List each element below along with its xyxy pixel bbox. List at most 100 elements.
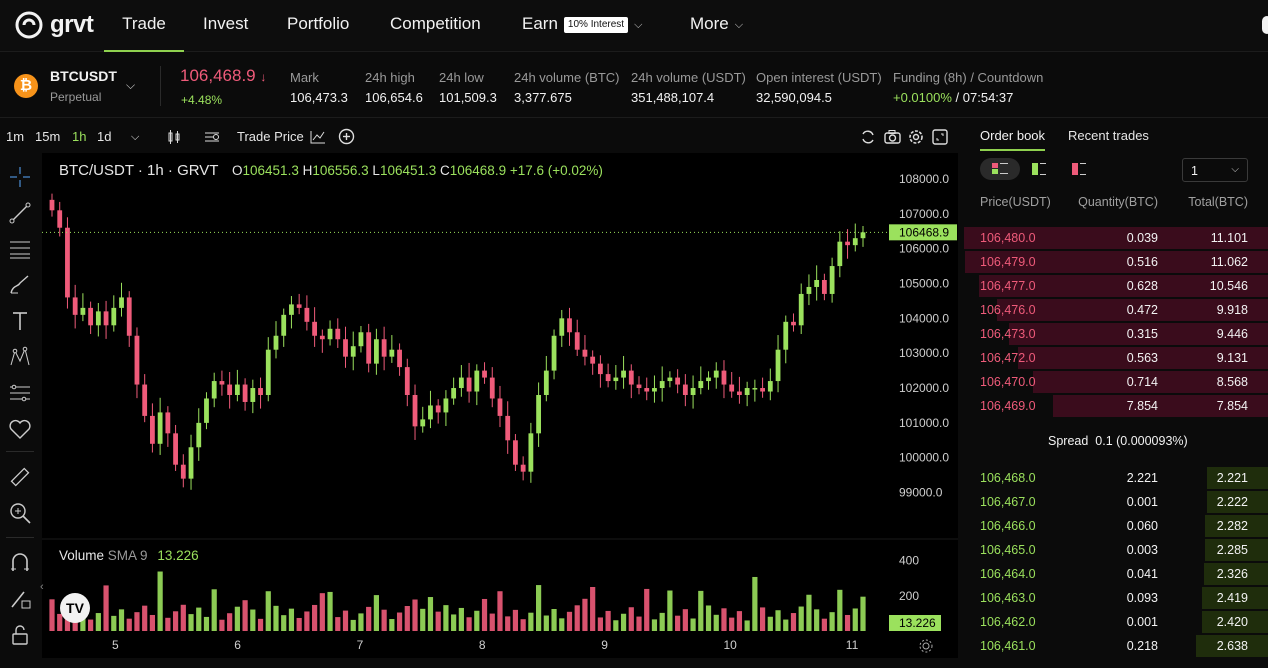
- bid-price: 106,467.0: [980, 495, 1036, 509]
- ask-row[interactable]: 106,480.0 0.039 11.101: [964, 226, 1268, 250]
- candle: [258, 388, 263, 395]
- pattern-icon[interactable]: [8, 345, 32, 369]
- nav-trade[interactable]: Trade: [104, 0, 184, 52]
- view-asks-button[interactable]: [1072, 163, 1086, 175]
- volume-bar: [165, 617, 171, 631]
- volume-bar: [644, 588, 650, 631]
- candle: [103, 311, 109, 326]
- volume-bar: [319, 593, 325, 631]
- depth-bar: [1009, 323, 1268, 345]
- bid-row[interactable]: 106,467.0 0.001 2.222: [964, 490, 1268, 514]
- tradingview-logo-icon[interactable]: TV: [60, 593, 90, 623]
- interval-1h[interactable]: 1h: [72, 129, 87, 144]
- nav-earn[interactable]: Earn 10% Interest ⌵: [522, 0, 642, 52]
- interval-1d[interactable]: 1d: [97, 129, 112, 144]
- crosshair-icon[interactable]: [8, 165, 32, 189]
- nav-more[interactable]: More ⌵: [690, 0, 743, 52]
- nav-competition[interactable]: Competition: [390, 14, 481, 33]
- tab-recent-trades[interactable]: Recent trades: [1068, 128, 1149, 143]
- candle: [652, 388, 657, 392]
- bid-row[interactable]: 106,465.0 0.003 2.285: [964, 538, 1268, 562]
- ask-row[interactable]: 106,469.0 7.854 7.854: [964, 394, 1268, 418]
- indicators-icon[interactable]: [204, 129, 220, 145]
- ask-price: 106,469.0: [980, 399, 1036, 413]
- brush-icon[interactable]: [8, 273, 32, 297]
- ask-row[interactable]: 106,479.0 0.516 11.062: [964, 250, 1268, 274]
- camera-icon[interactable]: [884, 129, 901, 145]
- volume-bar: [312, 604, 318, 631]
- symbol-dropdown-icon[interactable]: ⌵: [126, 78, 136, 92]
- candle: [397, 349, 402, 368]
- volume-bar: [474, 610, 480, 631]
- volume-bar: [806, 594, 812, 631]
- volume-bar: [389, 619, 395, 631]
- candle: [837, 241, 843, 267]
- candle: [358, 332, 364, 347]
- price-tick-label: 107000.0: [899, 207, 949, 221]
- bid-row[interactable]: 106,464.0 0.041 2.326: [964, 562, 1268, 586]
- text-icon[interactable]: [8, 309, 32, 333]
- profile-icon[interactable]: [1262, 16, 1268, 34]
- ask-row[interactable]: 106,472.0 0.563 9.131: [964, 346, 1268, 370]
- ask-row[interactable]: 106,476.0 0.472 9.918: [964, 298, 1268, 322]
- volume-bar: [203, 616, 210, 631]
- bid-total: 2.285: [1216, 543, 1248, 557]
- add-indicator-icon[interactable]: [338, 128, 355, 145]
- tab-order-book[interactable]: Order book: [980, 128, 1046, 151]
- price-chart[interactable]: 108000.0 107000.0 106000.0 105000.0 104000.0…: [40, 153, 958, 633]
- logo[interactable]: grvt: [14, 10, 94, 40]
- ask-row[interactable]: 106,473.0 0.315 9.446: [964, 322, 1268, 346]
- settings-icon[interactable]: [908, 129, 924, 145]
- collapse-arrow-icon[interactable]: ‹: [40, 581, 44, 593]
- volume-bar: [543, 615, 549, 631]
- zoom-icon[interactable]: [8, 501, 32, 525]
- drawing-toolbar: [0, 153, 40, 668]
- bid-qty: 2.221: [1126, 471, 1158, 485]
- interval-dropdown-icon[interactable]: ⌵: [131, 131, 140, 143]
- precision-select[interactable]: 1 ⌵: [1182, 158, 1248, 182]
- candle: [559, 318, 565, 336]
- stat-label: 24h low: [439, 70, 484, 85]
- heart-icon[interactable]: [8, 417, 32, 441]
- candle: [443, 398, 449, 413]
- volume-bar: [412, 599, 418, 631]
- ask-row[interactable]: 106,477.0 0.628 10.546: [964, 274, 1268, 298]
- view-both-button[interactable]: [980, 158, 1020, 180]
- lock-icon[interactable]: [8, 623, 32, 647]
- refresh-icon[interactable]: [860, 129, 876, 145]
- ruler-icon[interactable]: [8, 465, 32, 489]
- bid-row[interactable]: 106,463.0 0.093 2.419: [964, 586, 1268, 610]
- ask-qty: 0.516: [1126, 255, 1158, 269]
- magnet-icon[interactable]: [8, 551, 32, 575]
- interval-15m[interactable]: 15m: [35, 129, 61, 144]
- chart-line-icon[interactable]: [310, 129, 326, 145]
- bids-list: 106,468.0 2.221 2.221 106,467.0 0.001 2.222 10…: [964, 466, 1268, 658]
- candle: [296, 304, 302, 308]
- symbol-name[interactable]: BTCUSDT: [50, 68, 117, 84]
- candle: [767, 381, 773, 392]
- bid-price: 106,462.0: [980, 615, 1036, 629]
- horizontal-lines-icon[interactable]: [8, 237, 32, 261]
- time-tick-label: 6: [234, 638, 241, 652]
- bid-row[interactable]: 106,466.0 0.060 2.282: [964, 514, 1268, 538]
- bid-row[interactable]: 106,461.0 0.218 2.638: [964, 634, 1268, 658]
- prediction-icon[interactable]: [8, 381, 32, 405]
- trend-line-icon[interactable]: [8, 201, 32, 225]
- price-mode-button[interactable]: Trade Price: [237, 129, 304, 144]
- candle-type-icon[interactable]: [166, 129, 182, 145]
- view-bids-button[interactable]: [1032, 163, 1046, 175]
- ask-qty: 0.315: [1126, 327, 1158, 341]
- candle: [389, 349, 395, 357]
- candle: [319, 335, 325, 340]
- interval-1m[interactable]: 1m: [6, 129, 25, 144]
- nav-portfolio[interactable]: Portfolio: [287, 14, 350, 33]
- ask-row[interactable]: 106,470.0 0.714 8.568: [964, 370, 1268, 394]
- lock-pencil-icon[interactable]: [8, 587, 32, 611]
- fullscreen-icon[interactable]: [932, 129, 948, 145]
- bid-row[interactable]: 106,462.0 0.001 2.420: [964, 610, 1268, 634]
- candle: [729, 384, 735, 392]
- axis-settings-icon[interactable]: [918, 638, 934, 654]
- bid-row[interactable]: 106,468.0 2.221 2.221: [964, 466, 1268, 490]
- ohlc-legend: O106451.3 H106556.3 L106451.3 C106468.9 …: [232, 163, 603, 178]
- nav-invest[interactable]: Invest: [203, 14, 249, 33]
